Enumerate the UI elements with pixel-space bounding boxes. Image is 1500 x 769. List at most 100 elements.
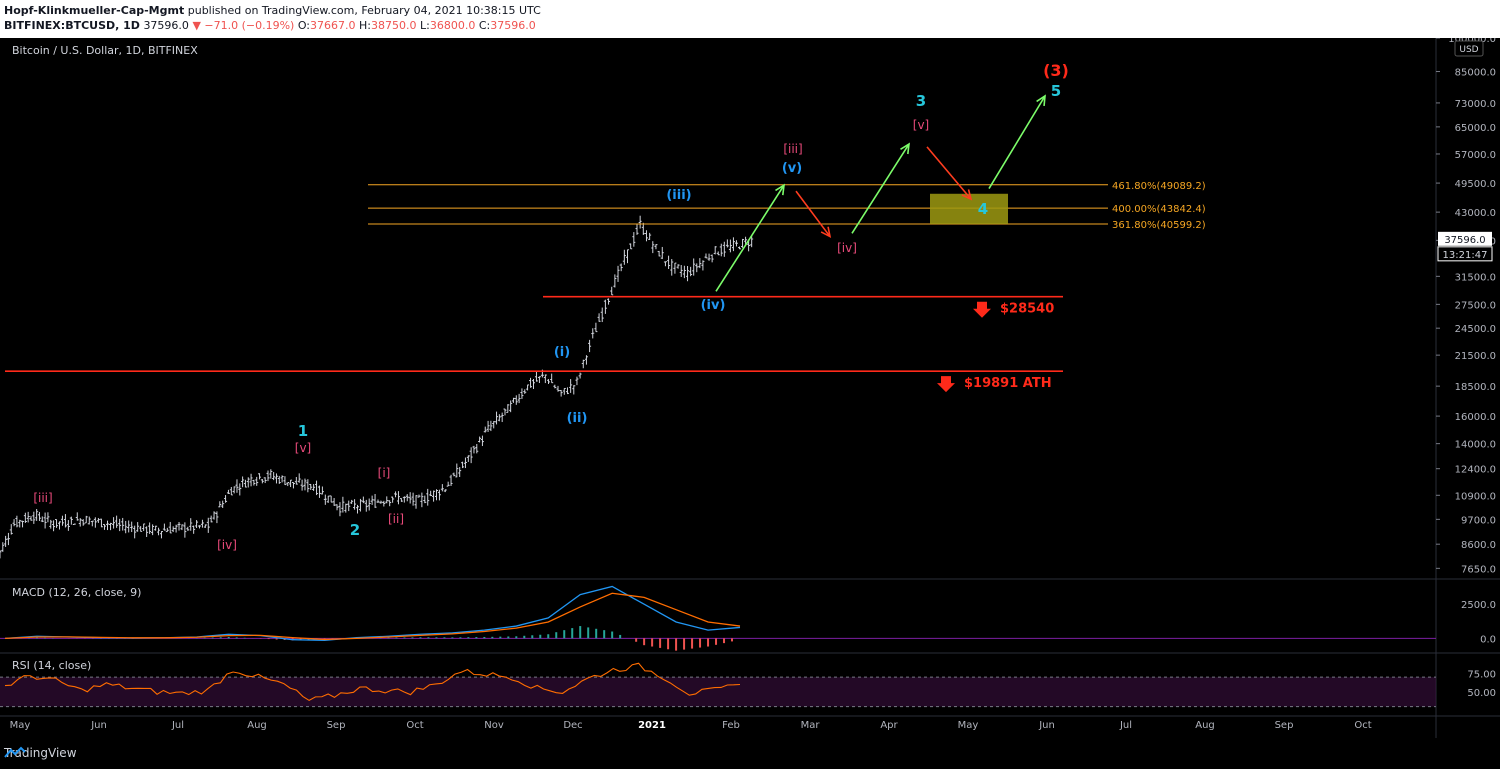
price-tick-label: 14000.0 <box>1455 440 1496 451</box>
date-tick-label: 2021 <box>638 720 666 731</box>
date-tick-label: Jul <box>1119 720 1132 731</box>
wave-label: 4 <box>978 200 988 218</box>
low-value: 36800.0 <box>429 19 476 32</box>
fib-level-label: 461.80%(49089.2) <box>1112 181 1206 192</box>
date-tick-label: Oct <box>1354 720 1371 731</box>
price-tick-label: 18500.0 <box>1455 382 1496 393</box>
price-tick-label: 9700.0 <box>1461 515 1496 526</box>
wave-label: 3 <box>916 92 926 110</box>
macd-pane-title: MACD (12, 26, close, 9) <box>12 586 142 599</box>
wave-label: [iv] <box>217 538 237 552</box>
high-label: H: <box>359 19 371 32</box>
wave-label: [v] <box>295 441 311 455</box>
currency-badge: USD <box>1459 45 1478 55</box>
price-tick-label: 7650.0 <box>1461 564 1496 575</box>
price-tick-label: 12400.0 <box>1455 465 1496 476</box>
projection-arrow-down-head <box>961 189 973 201</box>
wave-label: [iii] <box>33 491 52 505</box>
currency-badge-box <box>1454 40 1484 57</box>
date-tick-label: Mar <box>801 720 821 731</box>
price-tick-label: 10900.0 <box>1455 491 1496 502</box>
open-label: O: <box>297 19 311 32</box>
price-tick-label: 16000.0 <box>1455 412 1496 423</box>
price-tick-label: 85000.0 <box>1455 68 1496 79</box>
date-tick-label: Sep <box>327 720 346 731</box>
projection-arrow-down <box>926 146 972 200</box>
wave-label: [i] <box>378 466 391 480</box>
price-tick-label: 57000.0 <box>1455 150 1496 161</box>
wave-label: (i) <box>554 345 570 360</box>
price-tick-label: 8600.0 <box>1461 540 1496 551</box>
last-price: 37596.0 <box>143 19 189 32</box>
date-tick-label: Apr <box>880 720 898 731</box>
projection-arrow-up-head <box>775 183 785 196</box>
date-tick-label: Nov <box>484 720 504 731</box>
tradingview-logo-icon <box>4 746 26 758</box>
wave-label: (v) <box>782 161 802 176</box>
date-tick-label: Sep <box>1275 720 1294 731</box>
date-tick-label: May <box>10 720 31 731</box>
projection-arrow-up <box>988 95 1046 189</box>
wave-label: 5 <box>1051 82 1061 100</box>
publish-line: Hopf-Klinkmueller-Cap-Mgmt published on … <box>4 4 541 17</box>
countdown-badge: 13:21:47 <box>1443 250 1488 261</box>
date-tick-label: Jul <box>171 720 184 731</box>
rsi-tick-label: 50.00 <box>1467 688 1496 699</box>
macd-tick-label: 0.0 <box>1480 634 1496 645</box>
wave-label: 2 <box>350 521 360 539</box>
wave-label: [iii] <box>783 142 802 156</box>
open-value: 37667.0 <box>310 19 356 32</box>
wave-label: (iii) <box>666 188 691 203</box>
symbol-name: BITFINEX:BTCUSD, 1D <box>4 19 140 32</box>
wave-label: [iv] <box>837 241 857 255</box>
support-level-label: $28540 <box>1000 302 1054 317</box>
rsi-line <box>4 662 741 702</box>
support-level-label: $19891 ATH <box>964 376 1052 391</box>
last-price-badge-box <box>1438 231 1492 246</box>
date-tick-label: Jun <box>1038 720 1055 731</box>
wave-label: (iv) <box>701 298 726 313</box>
close-label: C: <box>478 19 491 32</box>
date-tick-label: Jun <box>90 720 107 731</box>
symbol-line: BITFINEX:BTCUSD, 1D 37596.0 ▼ −71.0 (−0.… <box>4 19 536 32</box>
main-pane-title: Bitcoin / U.S. Dollar, 1D, BITFINEX <box>12 44 198 57</box>
date-tick-label: Aug <box>247 720 267 731</box>
down-arrow-icon <box>937 376 955 393</box>
price-tick-label: 21500.0 <box>1455 351 1496 362</box>
published-text: published on TradingView.com, February 0… <box>187 4 541 17</box>
fib-level-label: 361.80%(40599.2) <box>1112 220 1206 231</box>
last-price-badge: 37596.0 <box>1444 235 1485 246</box>
wave-label: (3) <box>1043 61 1069 80</box>
projection-arrow-up <box>851 143 910 234</box>
rsi-pane-title: RSI (14, close) <box>12 659 92 672</box>
countdown-badge-box <box>1437 246 1493 262</box>
date-tick-label: Aug <box>1195 720 1215 731</box>
wave-label: (ii) <box>567 411 588 426</box>
projection-arrow-up <box>715 184 785 292</box>
close-value: 37596.0 <box>490 19 536 32</box>
price-tick-label: 31500.0 <box>1455 272 1496 283</box>
wave-label: [ii] <box>388 512 404 526</box>
price-tick-label: 24500.0 <box>1455 324 1496 335</box>
high-value: 38750.0 <box>371 19 417 32</box>
projection-arrow-down-head <box>820 226 832 239</box>
rsi-band <box>0 677 1436 707</box>
macd-signal-line <box>4 592 741 641</box>
publish-header: Hopf-Klinkmueller-Cap-Mgmt published on … <box>0 0 1500 38</box>
projection-arrow-up-head <box>1036 94 1046 107</box>
footer-brand[interactable]: TradingView <box>4 746 77 760</box>
macd-tick-label: 2500.0 <box>1461 600 1496 611</box>
wave-label: [v] <box>913 118 929 132</box>
chart-canvas[interactable]: 100000.085000.073000.065000.057000.04950… <box>0 38 1500 769</box>
date-tick-label: Feb <box>722 720 740 731</box>
price-tick-label: 43000.0 <box>1455 208 1496 219</box>
chart-area[interactable]: 100000.085000.073000.065000.057000.04950… <box>0 38 1500 769</box>
down-arrow-icon <box>973 301 991 318</box>
projection-arrow-down <box>795 190 831 238</box>
date-tick-label: Oct <box>406 720 423 731</box>
rsi-tick-label: 75.00 <box>1467 669 1496 680</box>
publisher-name[interactable]: Hopf-Klinkmueller-Cap-Mgmt <box>4 4 185 17</box>
price-tick-label: 73000.0 <box>1455 99 1496 110</box>
price-change: ▼ −71.0 (−0.19%) <box>192 19 295 32</box>
low-label: L: <box>420 19 430 32</box>
